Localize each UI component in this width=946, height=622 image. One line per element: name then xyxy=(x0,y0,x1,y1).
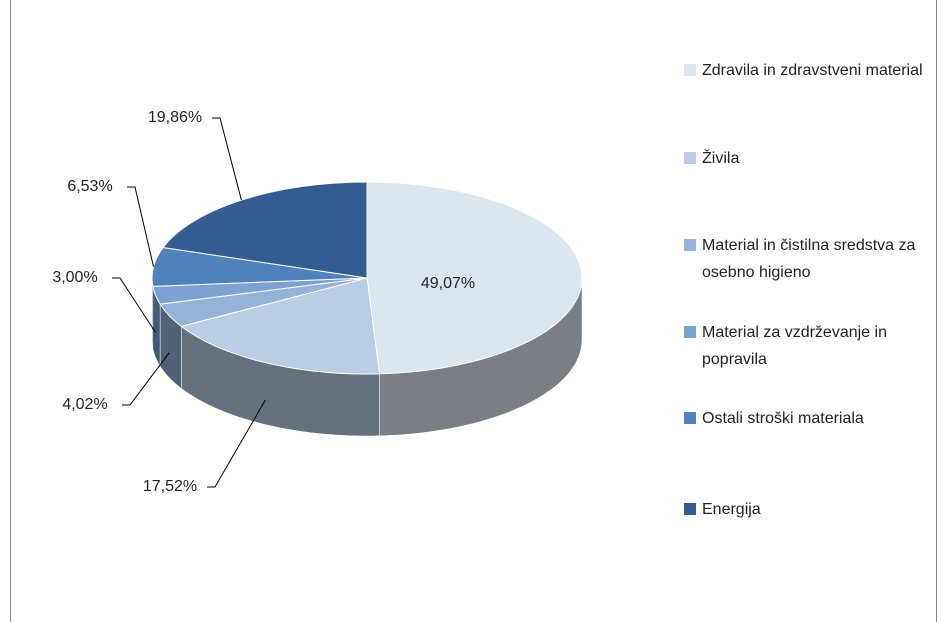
legend-label: Energija xyxy=(702,501,761,518)
legend-swatch xyxy=(684,326,696,338)
legend-item: Ostali stroški materiala xyxy=(684,405,942,432)
data-label: 17,52% xyxy=(143,478,197,495)
pie-side xyxy=(151,278,154,349)
leader-line xyxy=(207,399,266,488)
legend-label: Ostali stroški materiala xyxy=(702,410,864,427)
legend-item: Energija xyxy=(684,496,942,523)
legend-label: Zdravila in zdravstveni material xyxy=(702,62,923,79)
chart-frame xyxy=(10,0,937,622)
pie-slice xyxy=(366,181,583,375)
data-label: 19,86% xyxy=(148,109,202,126)
legend-item: Zdravila in zdravstveni material xyxy=(684,57,942,84)
data-label: 6,53% xyxy=(67,178,112,195)
data-label: 49,07% xyxy=(421,275,475,292)
legend-item: Material in čistilna sredstva za osebno … xyxy=(684,232,942,286)
leader-line xyxy=(122,352,170,406)
legend-swatch xyxy=(684,239,696,251)
legend-label: Živila xyxy=(702,150,740,167)
legend-swatch xyxy=(684,503,696,515)
data-label: 3,00% xyxy=(52,269,97,286)
legend-swatch xyxy=(684,412,696,424)
pie-slice xyxy=(180,277,381,375)
leader-line xyxy=(127,186,154,267)
leader-line xyxy=(212,117,242,201)
data-label: 4,02% xyxy=(62,396,107,413)
legend-label: Material in čistilna sredstva za osebno … xyxy=(702,237,916,281)
legend-item: Živila xyxy=(684,145,942,172)
legend-item: Material za vzdrževanje in popravila xyxy=(684,319,942,373)
leader-line xyxy=(112,277,156,333)
legend-label: Material za vzdrževanje in popravila xyxy=(702,324,887,368)
legend-swatch xyxy=(684,152,696,164)
legend-swatch xyxy=(684,64,696,76)
